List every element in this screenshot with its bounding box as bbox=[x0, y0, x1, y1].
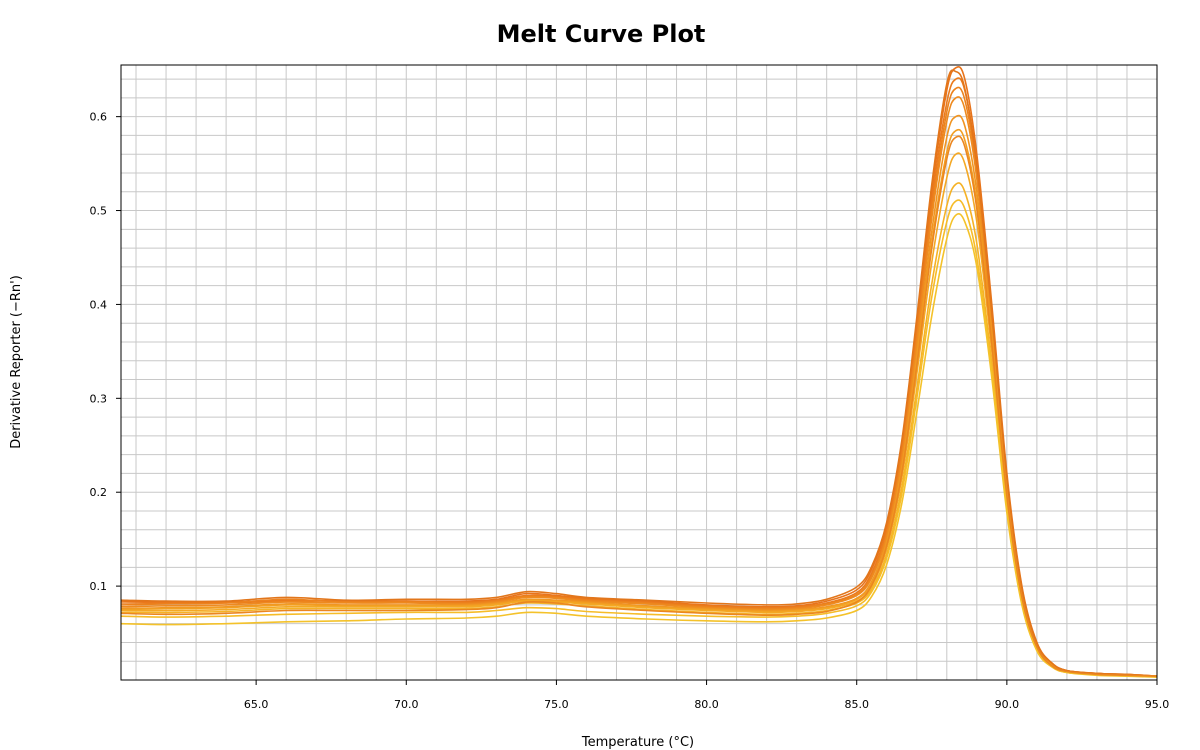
x-tick-label: 95.0 bbox=[1145, 698, 1170, 711]
melt-curve-line-4 bbox=[120, 96, 1158, 677]
y-tick-label: 0.1 bbox=[90, 580, 108, 593]
melt-curve-line-10 bbox=[120, 212, 1158, 678]
y-axis-label: Derivative Reporter (−Rn') bbox=[9, 275, 24, 449]
y-axis-ticks: 0.1 0.2 0.3 0.4 0.5 0.6 bbox=[90, 111, 121, 593]
y-tick-label: 0.2 bbox=[90, 486, 108, 499]
x-tick-label: 75.0 bbox=[544, 698, 569, 711]
melt-curve-line-1 bbox=[120, 65, 1158, 677]
y-tick-label: 0.6 bbox=[90, 111, 108, 124]
y-tick-label: 0.5 bbox=[90, 205, 108, 218]
x-tick-label: 65.0 bbox=[244, 698, 269, 711]
plot-frame bbox=[120, 64, 1158, 681]
melt-curve-line-12 bbox=[120, 135, 1158, 677]
x-tick-label: 85.0 bbox=[844, 698, 869, 711]
x-tick-label: 80.0 bbox=[694, 698, 719, 711]
melt-curve-line-11 bbox=[120, 69, 1158, 677]
y-tick-label: 0.3 bbox=[90, 392, 108, 405]
chart-title: Melt Curve Plot bbox=[497, 20, 706, 48]
grid bbox=[121, 65, 1157, 680]
melt-curve-line-6 bbox=[120, 128, 1158, 677]
melt-curve-line-3 bbox=[120, 86, 1158, 677]
x-axis-ticks: 65.0 70.0 75.0 80.0 85.0 90.0 95.0 bbox=[244, 680, 1169, 711]
y-tick-label: 0.4 bbox=[90, 298, 108, 311]
x-tick-label: 90.0 bbox=[995, 698, 1020, 711]
melt-curve-line-5 bbox=[120, 114, 1158, 677]
x-axis-label: Temperature (°C) bbox=[581, 735, 694, 750]
series-lines bbox=[120, 65, 1158, 678]
x-tick-label: 70.0 bbox=[394, 698, 419, 711]
